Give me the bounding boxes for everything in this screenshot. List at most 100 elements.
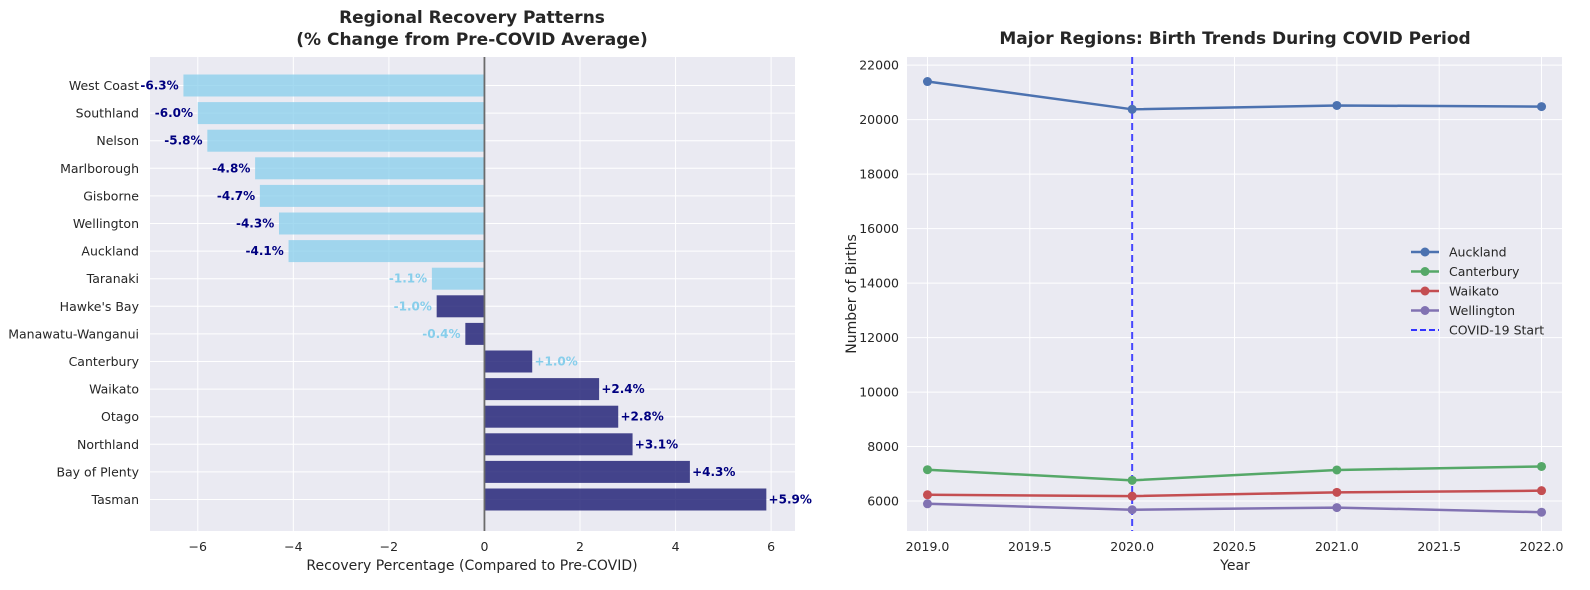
category-label-taranaki: Taranaki xyxy=(86,271,139,286)
right-y-tick: 16000 xyxy=(859,221,899,236)
data-label-nelson: -5.8% xyxy=(164,134,202,148)
data-label-marlborough: -4.8% xyxy=(212,161,250,175)
data-label-auckland: -4.1% xyxy=(246,244,284,258)
left-x-tick: −4 xyxy=(284,539,302,554)
series-line-canterbury xyxy=(927,465,1542,482)
left-data-labels: -6.3% -6.0% -5.8% -4.8% -4.7% -4.3% -4.1% -1.1%… xyxy=(140,79,811,507)
legend-entry-covid-19-start: COVID-19 Start xyxy=(1411,323,1544,338)
bar-wellington xyxy=(279,212,485,235)
right-y-tick: 6000 xyxy=(867,494,899,509)
legend-swatch-marker xyxy=(1420,247,1430,257)
legend-label-canterbury: Canterbury xyxy=(1449,264,1520,279)
data-label-hawke-s-bay: -1.0% xyxy=(394,299,432,313)
category-label-marlborough: Marlborough xyxy=(60,161,139,176)
bar-tasman xyxy=(484,488,767,511)
right-y-tick-labels: 6000 8000 10000 12000 14000 16000 18000 20000 22… xyxy=(859,58,899,509)
category-label-auckland: Auckland xyxy=(81,244,139,259)
category-label-tasman: Tasman xyxy=(91,492,140,507)
right-gridlines xyxy=(907,57,1562,531)
category-label-wellington: Wellington xyxy=(73,216,139,231)
right-y-tick: 18000 xyxy=(859,167,899,182)
data-label-wellington: -4.3% xyxy=(236,217,274,231)
legend: Auckland Canterbury Waikato Wellington COVID… xyxy=(1411,245,1544,338)
point-canterbury-2022 xyxy=(1537,461,1547,471)
point-waikato-2021 xyxy=(1332,487,1342,497)
legend-label-covid-19-start: COVID-19 Start xyxy=(1449,323,1544,338)
point-wellington-2021 xyxy=(1332,503,1342,513)
series-waikato xyxy=(922,486,1547,501)
right-x-tick-labels: 2019.0 2019.5 2020.0 2020.5 2021.0 2021.5 2022… xyxy=(906,539,1564,554)
category-label-otago: Otago xyxy=(101,409,139,424)
right-y-tick: 14000 xyxy=(859,276,899,291)
bar-bay-of-plenty xyxy=(484,460,690,483)
right-x-tick: 2021.0 xyxy=(1315,539,1359,554)
right-x-axis-label: Year xyxy=(1219,558,1250,574)
series-wellington xyxy=(922,499,1547,517)
right-x-tick: 2019.0 xyxy=(906,539,950,554)
data-label-canterbury: +1.0% xyxy=(534,355,577,369)
bar-waikato xyxy=(484,378,600,401)
left-x-tick: 2 xyxy=(576,539,584,554)
bar-marlborough xyxy=(255,157,485,180)
category-label-hawke-s-bay: Hawke's Bay xyxy=(60,299,140,314)
data-label-northland: +3.1% xyxy=(635,437,678,451)
category-label-manawatu-wanganui: Manawatu-Wanganui xyxy=(8,326,139,341)
bar-gisborne xyxy=(259,184,485,207)
point-canterbury-2019 xyxy=(922,465,932,475)
legend-entry-wellington: Wellington xyxy=(1411,303,1515,318)
point-wellington-2019 xyxy=(922,499,932,509)
point-waikato-2020 xyxy=(1127,491,1137,501)
point-wellington-2022 xyxy=(1537,507,1547,517)
right-series-lines xyxy=(922,77,1547,517)
right-x-tick: 2020.0 xyxy=(1110,539,1154,554)
point-auckland-2021 xyxy=(1332,100,1342,110)
point-canterbury-2021 xyxy=(1332,465,1342,475)
left-category-labels: West Coast Southland Nelson Marlborough Gisb… xyxy=(8,78,139,507)
legend-entry-waikato: Waikato xyxy=(1411,284,1499,299)
bar-west-coast xyxy=(183,74,485,97)
data-label-manawatu-wanganui: -0.4% xyxy=(422,327,460,341)
left-x-tick: −2 xyxy=(380,539,398,554)
right-y-tick: 20000 xyxy=(859,112,899,127)
legend-entry-canterbury: Canterbury xyxy=(1411,264,1520,279)
series-auckland xyxy=(922,77,1547,114)
point-canterbury-2020 xyxy=(1127,475,1137,485)
data-label-taranaki: -1.1% xyxy=(389,272,427,286)
left-chart-title-line-2: (% Change from Pre-COVID Average) xyxy=(296,30,647,50)
bar-manawatu-wanganui xyxy=(465,322,485,345)
category-label-canterbury: Canterbury xyxy=(69,354,140,369)
bar-southland xyxy=(197,102,485,125)
data-label-waikato: +2.4% xyxy=(601,382,644,396)
left-x-tick: 6 xyxy=(767,539,775,554)
left-x-tick: 4 xyxy=(672,539,680,554)
legend-label-auckland: Auckland xyxy=(1449,245,1507,260)
legend-swatch-marker xyxy=(1420,286,1430,296)
category-label-gisborne: Gisborne xyxy=(83,188,139,203)
series-line-waikato xyxy=(927,489,1542,498)
bar-canterbury xyxy=(484,350,533,373)
point-auckland-2020 xyxy=(1127,104,1137,114)
point-auckland-2019 xyxy=(922,77,932,87)
category-label-west-coast: West Coast xyxy=(69,78,139,93)
point-waikato-2022 xyxy=(1537,486,1547,496)
right-y-axis-label: Number of Births xyxy=(844,234,860,354)
category-label-northland: Northland xyxy=(77,437,139,452)
series-line-auckland xyxy=(927,80,1542,111)
left-x-axis-label: Recovery Percentage (Compared to Pre-COV… xyxy=(306,558,637,574)
left-chart-title-line-1: Regional Recovery Patterns xyxy=(339,8,605,28)
bar-taranaki xyxy=(431,267,485,290)
right-chart-title: Major Regions: Birth Trends During COVID… xyxy=(999,29,1470,49)
point-waikato-2019 xyxy=(922,490,932,500)
left-bars xyxy=(183,74,767,511)
left-x-tick: −6 xyxy=(189,539,207,554)
data-label-gisborne: -4.7% xyxy=(217,189,255,203)
right-y-tick: 22000 xyxy=(859,58,899,73)
right-y-tick: 12000 xyxy=(859,330,899,345)
recovery-bar-chart: Regional Recovery Patterns (% Change fro… xyxy=(8,8,812,574)
category-label-bay-of-plenty: Bay of Plenty xyxy=(56,464,139,479)
series-canterbury xyxy=(922,461,1547,485)
left-x-tick: 0 xyxy=(480,539,488,554)
series-line-wellington xyxy=(927,502,1542,514)
right-x-tick: 2022.0 xyxy=(1520,539,1564,554)
